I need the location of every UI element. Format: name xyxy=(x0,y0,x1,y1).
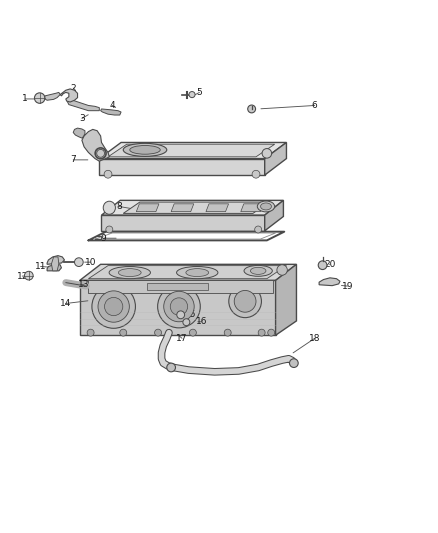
Ellipse shape xyxy=(234,290,256,312)
Text: 17: 17 xyxy=(176,334,188,343)
Polygon shape xyxy=(108,144,275,157)
Text: 11: 11 xyxy=(35,262,46,271)
Text: 5: 5 xyxy=(197,88,202,97)
Polygon shape xyxy=(206,204,229,212)
Polygon shape xyxy=(319,278,340,286)
Circle shape xyxy=(189,92,195,98)
Ellipse shape xyxy=(257,201,275,212)
Ellipse shape xyxy=(244,265,272,276)
Polygon shape xyxy=(73,128,85,138)
Polygon shape xyxy=(60,89,78,102)
Text: 4: 4 xyxy=(110,101,115,110)
Ellipse shape xyxy=(103,201,116,214)
Polygon shape xyxy=(102,215,265,231)
Text: 3: 3 xyxy=(79,114,85,123)
Text: 2: 2 xyxy=(71,84,76,93)
Ellipse shape xyxy=(105,297,123,316)
Circle shape xyxy=(167,363,176,372)
Ellipse shape xyxy=(164,292,194,322)
Circle shape xyxy=(183,319,190,326)
Polygon shape xyxy=(47,256,64,264)
Polygon shape xyxy=(45,92,60,100)
Ellipse shape xyxy=(130,146,160,154)
Text: 20: 20 xyxy=(324,260,336,269)
Circle shape xyxy=(318,261,327,270)
Circle shape xyxy=(252,171,260,178)
Circle shape xyxy=(268,329,275,336)
Text: 16: 16 xyxy=(196,317,207,326)
Circle shape xyxy=(277,265,287,275)
Polygon shape xyxy=(88,280,273,293)
Text: 10: 10 xyxy=(85,257,96,266)
Polygon shape xyxy=(241,204,263,212)
Ellipse shape xyxy=(186,269,208,277)
Polygon shape xyxy=(80,280,276,335)
Text: 19: 19 xyxy=(342,281,353,290)
Polygon shape xyxy=(99,158,265,175)
Circle shape xyxy=(248,105,255,113)
Polygon shape xyxy=(88,265,286,279)
Polygon shape xyxy=(82,130,110,161)
Circle shape xyxy=(177,311,185,319)
Text: 14: 14 xyxy=(60,299,71,308)
Text: 9: 9 xyxy=(101,233,106,243)
Circle shape xyxy=(155,329,162,336)
Polygon shape xyxy=(147,283,208,290)
Text: 8: 8 xyxy=(116,202,122,211)
Polygon shape xyxy=(136,204,159,212)
Ellipse shape xyxy=(177,266,218,279)
Polygon shape xyxy=(123,202,269,213)
Ellipse shape xyxy=(92,285,135,328)
Text: 6: 6 xyxy=(312,101,318,110)
Polygon shape xyxy=(101,109,121,115)
Polygon shape xyxy=(80,264,297,280)
Polygon shape xyxy=(265,142,286,175)
Text: 7: 7 xyxy=(71,156,76,164)
Polygon shape xyxy=(99,142,286,158)
Circle shape xyxy=(189,329,196,336)
Ellipse shape xyxy=(109,266,150,279)
Ellipse shape xyxy=(158,285,200,328)
Ellipse shape xyxy=(123,143,167,156)
Polygon shape xyxy=(265,200,283,231)
Circle shape xyxy=(254,226,261,233)
Ellipse shape xyxy=(229,285,261,318)
Text: 12: 12 xyxy=(17,272,28,280)
Text: 13: 13 xyxy=(78,280,90,289)
Text: 1: 1 xyxy=(22,94,28,103)
Text: 15: 15 xyxy=(185,310,197,319)
Ellipse shape xyxy=(262,149,272,158)
Circle shape xyxy=(35,93,45,103)
Polygon shape xyxy=(171,204,194,212)
Circle shape xyxy=(290,359,298,367)
Polygon shape xyxy=(102,200,283,215)
Polygon shape xyxy=(67,99,99,111)
Circle shape xyxy=(258,329,265,336)
Polygon shape xyxy=(47,265,61,271)
Circle shape xyxy=(74,258,83,266)
Circle shape xyxy=(25,271,33,280)
Circle shape xyxy=(120,329,127,336)
Circle shape xyxy=(224,329,231,336)
Polygon shape xyxy=(51,257,59,271)
Ellipse shape xyxy=(170,298,187,315)
Polygon shape xyxy=(276,264,297,335)
Ellipse shape xyxy=(251,268,266,274)
Ellipse shape xyxy=(98,291,129,322)
Circle shape xyxy=(106,226,113,233)
Ellipse shape xyxy=(118,269,141,277)
Circle shape xyxy=(87,329,94,336)
Circle shape xyxy=(104,171,112,178)
Text: 18: 18 xyxy=(309,334,321,343)
Ellipse shape xyxy=(261,203,272,210)
